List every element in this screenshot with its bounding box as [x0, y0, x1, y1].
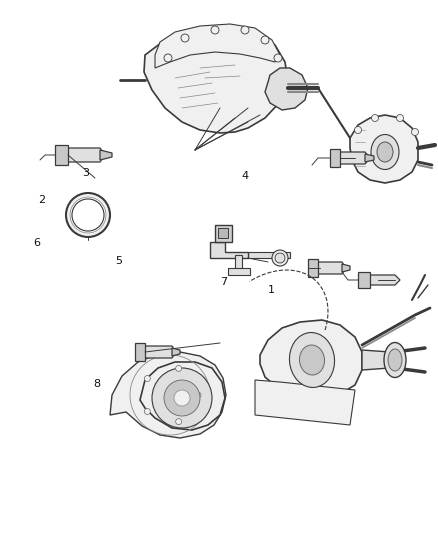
Circle shape — [145, 408, 150, 415]
PathPatch shape — [260, 320, 362, 398]
PathPatch shape — [172, 348, 180, 356]
Circle shape — [164, 54, 172, 62]
Circle shape — [241, 26, 249, 34]
Circle shape — [274, 54, 282, 62]
PathPatch shape — [248, 252, 290, 258]
PathPatch shape — [140, 362, 225, 430]
Text: 4: 4 — [242, 171, 249, 181]
Circle shape — [176, 418, 182, 425]
Circle shape — [371, 115, 378, 122]
Ellipse shape — [384, 343, 406, 377]
Circle shape — [275, 253, 285, 263]
Circle shape — [176, 365, 182, 372]
Circle shape — [164, 380, 200, 416]
PathPatch shape — [228, 268, 250, 275]
PathPatch shape — [318, 262, 346, 274]
Ellipse shape — [388, 349, 402, 371]
Circle shape — [66, 193, 110, 237]
Circle shape — [396, 115, 403, 122]
Ellipse shape — [371, 134, 399, 169]
Circle shape — [181, 34, 189, 42]
Circle shape — [272, 250, 288, 266]
PathPatch shape — [100, 150, 112, 160]
PathPatch shape — [210, 242, 248, 258]
PathPatch shape — [255, 380, 355, 425]
Text: 5: 5 — [115, 256, 122, 266]
PathPatch shape — [144, 28, 288, 133]
Circle shape — [195, 392, 201, 398]
PathPatch shape — [218, 228, 228, 238]
PathPatch shape — [362, 350, 390, 370]
Ellipse shape — [377, 142, 393, 162]
Text: 8: 8 — [93, 379, 100, 389]
Text: 6: 6 — [34, 238, 41, 247]
Circle shape — [211, 26, 219, 34]
PathPatch shape — [370, 275, 400, 285]
PathPatch shape — [342, 264, 350, 272]
Circle shape — [411, 128, 418, 135]
PathPatch shape — [350, 115, 418, 183]
Circle shape — [354, 126, 361, 133]
PathPatch shape — [340, 152, 370, 164]
Circle shape — [261, 36, 269, 44]
PathPatch shape — [55, 145, 68, 165]
PathPatch shape — [155, 24, 280, 68]
Circle shape — [152, 368, 212, 428]
Circle shape — [72, 199, 104, 231]
Text: 2: 2 — [38, 195, 45, 205]
Ellipse shape — [290, 333, 335, 387]
PathPatch shape — [308, 259, 318, 277]
Text: 3: 3 — [82, 168, 89, 178]
PathPatch shape — [110, 352, 226, 438]
PathPatch shape — [135, 343, 145, 361]
PathPatch shape — [358, 272, 370, 288]
PathPatch shape — [68, 148, 105, 162]
Text: 1: 1 — [268, 286, 275, 295]
Ellipse shape — [300, 345, 325, 375]
Circle shape — [174, 390, 190, 406]
PathPatch shape — [265, 68, 308, 110]
PathPatch shape — [145, 346, 176, 358]
PathPatch shape — [215, 225, 232, 242]
PathPatch shape — [365, 154, 374, 162]
Circle shape — [145, 376, 150, 382]
Text: 7: 7 — [220, 278, 227, 287]
PathPatch shape — [330, 149, 340, 167]
PathPatch shape — [235, 255, 242, 270]
